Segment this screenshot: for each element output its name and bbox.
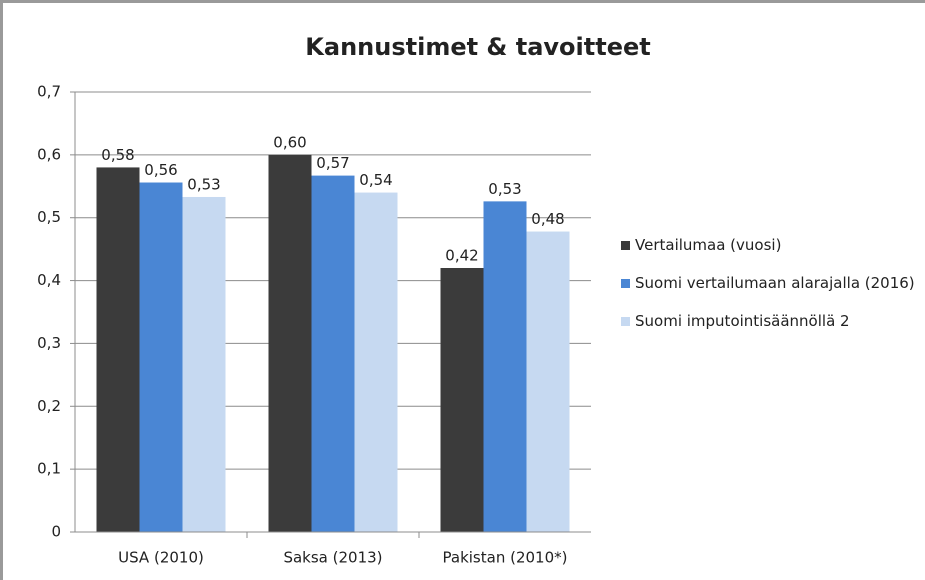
bar: [96, 167, 140, 532]
value-label: 0,57: [316, 154, 349, 172]
legend-swatch: [621, 241, 630, 250]
value-label: 0,53: [488, 180, 521, 198]
legend-label: Suomi vertailumaan alarajalla (2016): [635, 274, 915, 292]
bar: [311, 175, 355, 532]
y-tick-label: 0,3: [37, 334, 61, 352]
value-label: 0,56: [144, 161, 177, 179]
legend-label: Vertailumaa (vuosi): [635, 236, 782, 254]
x-tick-label: Saksa (2013): [283, 549, 382, 567]
chart: Kannustimet & tavoitteet 0 0,1 0,2 0,3 0,4 0,…: [37, 33, 651, 567]
bar: [182, 196, 226, 532]
bar: [483, 201, 527, 532]
legend-swatch: [621, 317, 630, 326]
bar: [526, 231, 570, 533]
y-tick-label: 0,7: [37, 83, 61, 101]
x-tick-label: Pakistan (2010*): [443, 549, 568, 567]
legend-label: Suomi imputointisäännöllä 2: [635, 312, 850, 330]
legend-item: Vertailumaa (vuosi): [621, 233, 921, 257]
value-label: 0,60: [273, 133, 306, 151]
y-tick-label: 0,1: [37, 460, 61, 478]
legend-swatch: [621, 279, 630, 288]
y-tick-label: 0,6: [37, 145, 61, 163]
legend-item: Suomi imputointisäännöllä 2: [621, 309, 921, 333]
value-label: 0,42: [445, 247, 478, 265]
value-label: 0,54: [359, 171, 392, 189]
y-tick-label: 0,2: [37, 397, 61, 415]
legend: Vertailumaa (vuosi) Suomi vertailumaan al…: [621, 233, 921, 347]
bar: [440, 268, 484, 532]
value-label: 0,48: [531, 210, 564, 228]
x-tick-label: USA (2010): [118, 549, 204, 567]
y-tick-label: 0,4: [37, 271, 61, 289]
bar: [139, 182, 183, 532]
value-label: 0,58: [101, 146, 134, 164]
legend-item: Suomi vertailumaan alarajalla (2016): [621, 271, 921, 295]
value-label: 0,53: [187, 175, 220, 193]
y-tick-label: 0,5: [37, 208, 61, 226]
y-tick-label: 0: [51, 523, 61, 541]
bar: [354, 192, 398, 533]
bar: [268, 154, 312, 532]
chart-title: Kannustimet & tavoitteet: [305, 33, 650, 61]
